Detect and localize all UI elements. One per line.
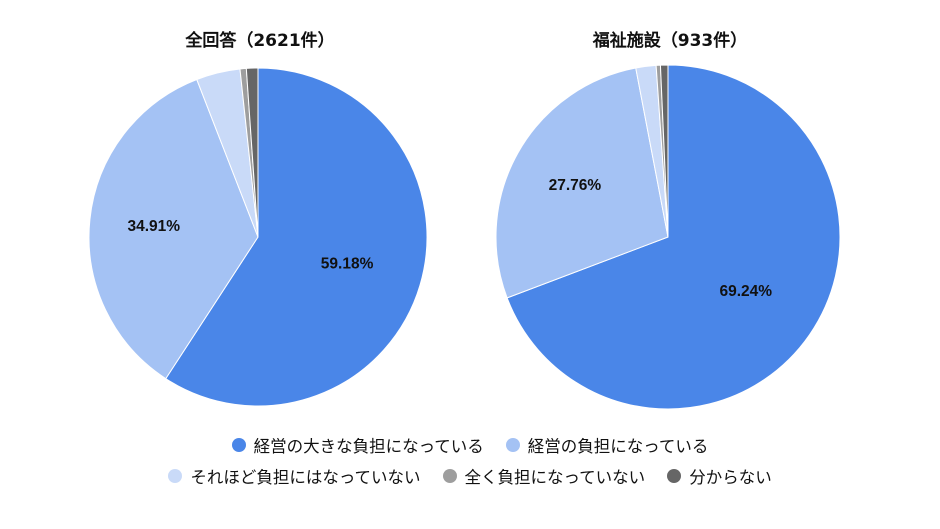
legend-dot-icon xyxy=(505,438,520,452)
legend-label: 分からない xyxy=(689,468,772,487)
legend-label: 経営の負担になっている xyxy=(527,437,709,456)
pie-chart-welfare: 69.24% 27.76% xyxy=(495,64,841,410)
chart-title-all: 全回答（2621件） xyxy=(185,31,335,51)
legend-item: 分からない xyxy=(667,464,772,488)
legend-row-2: それほど負担にはなっていない 全く負担になっていない 分からない xyxy=(0,464,940,488)
slice-burden xyxy=(495,67,669,299)
data-label: 59.18% xyxy=(321,256,374,273)
legend-row-1: 経営の大きな負担になっている 経営の負担になっている xyxy=(0,433,940,457)
pie-chart-all: 59.18% 34.91% xyxy=(88,67,428,407)
legend-item: 経営の大きな負担になっている xyxy=(231,433,484,457)
slice-unknown xyxy=(659,64,669,238)
legend-item: 全く負担になっていない xyxy=(442,464,646,488)
data-label: 27.76% xyxy=(549,177,602,194)
legend-label: 全く負担になっていない xyxy=(464,468,646,487)
data-label: 34.91% xyxy=(128,218,181,235)
legend-dot-icon xyxy=(442,469,457,483)
chart-title-welfare: 福祉施設（933件） xyxy=(592,31,748,51)
legend-label: 経営の大きな負担になっている xyxy=(253,437,484,456)
slice-burden xyxy=(88,78,259,380)
data-label: 69.24% xyxy=(720,283,773,300)
legend-label: それほど負担にはなっていない xyxy=(190,468,421,487)
legend-dot-icon xyxy=(667,469,682,483)
legend-item: それほど負担にはなっていない xyxy=(168,464,421,488)
slice-major-burden xyxy=(165,67,428,407)
legend-item: 経営の負担になっている xyxy=(505,433,709,457)
legend-dot-icon xyxy=(168,469,183,483)
slice-unknown xyxy=(245,67,259,238)
slice-major-burden xyxy=(506,64,841,410)
legend-dot-icon xyxy=(231,438,246,452)
